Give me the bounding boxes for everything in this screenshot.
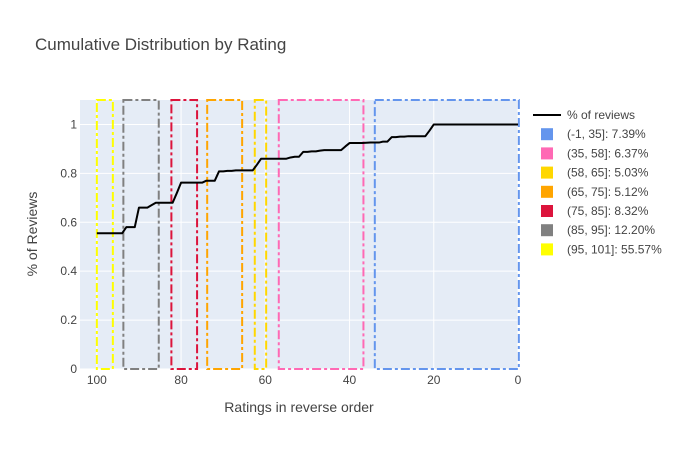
legend-label: (58, 65]: 5.03% [567,166,649,180]
y-tick-label: 0.2 [60,313,77,327]
legend-label: (85, 95]: 12.20% [567,223,655,237]
x-tick-label: 100 [87,373,107,387]
y-tick-label: 0.8 [60,166,77,180]
legend-label: (35, 58]: 6.37% [567,146,649,160]
range-box [277,99,365,370]
legend-swatch [541,185,553,198]
legend-label: (75, 85]: 8.32% [567,204,649,218]
legend-swatch [541,128,553,141]
legend-swatch [541,166,553,179]
y-axis-ticks: 0 0.2 0.4 0.6 0.8 1 [60,117,77,376]
range-box [122,99,160,370]
x-tick-label: 80 [174,373,188,387]
legend-swatch [541,147,553,160]
x-tick-label: 40 [343,373,357,387]
y-tick-label: 0.6 [60,215,77,229]
y-tick-label: 0.4 [60,264,77,278]
x-tick-label: 20 [427,373,441,387]
x-tick-label: 0 [515,373,522,387]
legend-swatch [541,224,553,237]
range-box [206,99,244,370]
range-box [170,99,199,370]
range-boxes [95,99,520,370]
range-box [95,99,114,370]
y-tick-label: 0 [70,362,77,376]
legend-label: (-1, 35]: 7.39% [567,127,646,141]
legend-label: % of reviews [567,108,635,122]
plot-background [80,100,518,369]
range-box [373,99,520,370]
chart-title: Cumulative Distribution by Rating [35,35,286,54]
x-axis-label: Ratings in reverse order [224,399,374,415]
x-tick-label: 60 [259,373,273,387]
y-axis-label: % of Reviews [24,192,40,277]
legend-label: (95, 101]: 55.57% [567,242,662,256]
x-axis-ticks: 100 80 60 40 20 0 [87,373,522,387]
range-box [253,99,268,370]
legend: % of reviews (-1, 35]: 7.39% (35, 58]: 6.3… [533,108,662,256]
legend-swatch [541,205,553,217]
legend-label: (65, 75]: 5.12% [567,185,649,199]
legend-swatch [541,243,553,256]
cdf-line-layer [96,123,518,235]
cdf-line [96,123,518,235]
y-tick-label: 1 [70,117,77,131]
